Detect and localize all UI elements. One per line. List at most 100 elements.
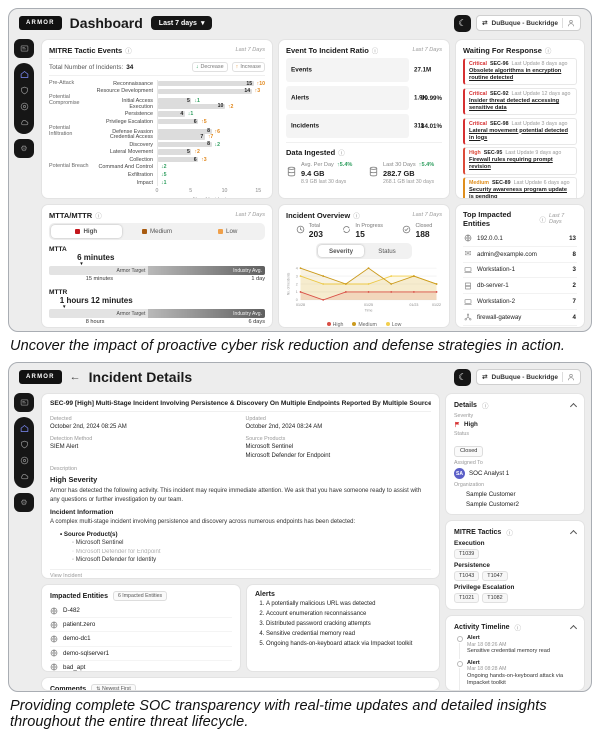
refresh-icon bbox=[342, 225, 351, 234]
moon-icon: ☾ bbox=[458, 371, 467, 382]
mitre-row: Collection 6 3 bbox=[49, 155, 265, 164]
technique-chip[interactable]: T1021 bbox=[454, 593, 480, 603]
info-icon[interactable]: ⓘ bbox=[539, 217, 546, 224]
overview-tab[interactable]: Status bbox=[378, 247, 396, 255]
field-value: SIEM Alert bbox=[50, 444, 79, 450]
tactic-delta: 5 bbox=[161, 172, 167, 178]
waiting-item[interactable]: Critical SEC-96 Last Update 8 days ago O… bbox=[463, 58, 577, 86]
waiting-item[interactable]: High SEC-95 Last Update 9 days ago Firew… bbox=[463, 147, 577, 175]
comments-card: Comments ⇅ Newest First We then performe… bbox=[41, 677, 440, 691]
impacted-entity-row[interactable]: D-482 bbox=[50, 604, 232, 619]
home-icon[interactable] bbox=[20, 70, 29, 79]
organization-row: Sample Customer bbox=[454, 490, 576, 498]
technique-chip[interactable]: T1039 bbox=[454, 549, 480, 559]
armor-target-segment: Armor Target bbox=[49, 309, 149, 318]
target-icon[interactable] bbox=[20, 456, 29, 465]
collapse-chevron-icon[interactable] bbox=[569, 529, 578, 537]
mtta-metric: MTTA 6 minutes ▼ Armor Target Industry A… bbox=[49, 246, 265, 282]
shield-icon[interactable] bbox=[20, 86, 29, 95]
entity-row[interactable]: ✉ admin@example.com 8 bbox=[463, 247, 577, 263]
entity-name: demo-dc1 bbox=[63, 635, 91, 643]
timeline-time: Mar 18 08:26 AM bbox=[467, 641, 507, 648]
field-label: Updated bbox=[245, 416, 266, 422]
entity-row[interactable]: 192.0.0.1 13 bbox=[463, 231, 577, 247]
waiting-item[interactable]: Critical SEC-92 Last Update 12 days ago … bbox=[463, 87, 577, 115]
legend-dot-icon bbox=[326, 322, 331, 326]
tactic-label: Initial Access bbox=[121, 98, 153, 105]
entity-row[interactable]: db-server-1 2 bbox=[463, 278, 577, 295]
sidebar-item-settings[interactable]: ⚙ bbox=[14, 139, 34, 158]
info-icon[interactable]: ⓘ bbox=[481, 403, 489, 410]
incident-link[interactable]: Security awareness program update is pen… bbox=[469, 187, 567, 199]
severity-tab[interactable]: Low bbox=[192, 225, 263, 238]
overview-tab[interactable]: Severity bbox=[318, 245, 364, 257]
tactic-label: Exfiltration bbox=[127, 171, 153, 178]
funnel-label: Events bbox=[291, 66, 312, 74]
incident-link[interactable]: Firewall rules requiring prompt revision bbox=[469, 157, 553, 171]
sidebar-item-reports[interactable] bbox=[14, 39, 34, 58]
entity-name: Workstation-1 bbox=[477, 266, 516, 274]
entity-row[interactable]: Workstation-1 3 bbox=[463, 263, 577, 279]
dark-mode-button[interactable]: ☾ bbox=[454, 14, 472, 32]
target-icon[interactable] bbox=[20, 102, 29, 111]
entity-row[interactable]: firewall-gateway 4 bbox=[463, 310, 577, 326]
entity-count: 13 bbox=[569, 234, 576, 242]
collapse-chevron-icon[interactable] bbox=[569, 624, 578, 632]
home-icon[interactable] bbox=[20, 424, 29, 433]
field-label: Detected bbox=[50, 416, 72, 422]
technique-chip[interactable]: T1082 bbox=[482, 593, 508, 603]
impacted-entity-row[interactable]: patient.zero bbox=[50, 618, 232, 633]
db-icon bbox=[368, 166, 379, 177]
funnel-row: Events 27.1M bbox=[286, 58, 442, 82]
technique-chip[interactable]: T1047 bbox=[482, 571, 508, 581]
top-impacted-entities-panel: Top Impacted Entities ⓘ Last 7 Days 192.… bbox=[455, 204, 585, 328]
account-name: DuBuque - Buckridge bbox=[491, 373, 558, 381]
severity-heading: High Severity bbox=[50, 475, 98, 484]
sidebar-nav bbox=[14, 417, 34, 488]
tactic-bar: 8 bbox=[158, 128, 212, 134]
info-icon[interactable]: ⓘ bbox=[125, 48, 132, 55]
waiting-item[interactable]: Medium SEC-89 Last Update 6 days ago Sec… bbox=[463, 177, 577, 199]
sort-button[interactable]: ⇅ Newest First bbox=[91, 684, 136, 690]
severity-badge: High bbox=[469, 150, 481, 157]
panel-title: Event To Incident Ratio bbox=[286, 45, 369, 55]
info-icon[interactable]: ⓘ bbox=[338, 150, 345, 157]
tactic-label: Defense Evasion bbox=[112, 128, 153, 135]
info-icon[interactable]: ⓘ bbox=[353, 213, 360, 220]
info-icon[interactable]: ⓘ bbox=[514, 625, 522, 632]
sidebar-item-settings[interactable]: ⚙ bbox=[14, 493, 34, 512]
dark-mode-button[interactable]: ☾ bbox=[454, 368, 472, 386]
cloud-icon[interactable] bbox=[20, 472, 29, 481]
info-icon[interactable]: ⓘ bbox=[544, 48, 552, 55]
account-selector[interactable]: ⇄ DuBuque - Buckridge bbox=[476, 15, 581, 31]
account-selector[interactable]: ⇄ DuBuque - Buckridge bbox=[476, 369, 581, 385]
date-range-button[interactable]: Last 7 days ▾ bbox=[150, 16, 213, 30]
panel-title: Waiting For Response bbox=[463, 45, 542, 55]
severity-tab[interactable]: High bbox=[51, 225, 122, 238]
collapse-chevron-icon[interactable] bbox=[569, 402, 578, 410]
sidebar-item-reports[interactable] bbox=[14, 393, 34, 412]
technique-chip[interactable]: T1043 bbox=[454, 571, 480, 581]
impacted-entity-row[interactable]: demo-sqlserver1 bbox=[50, 647, 232, 661]
industry-value: 1 day bbox=[251, 276, 265, 282]
waiting-item[interactable]: Critical SEC-98 Last Update 3 days ago L… bbox=[463, 117, 577, 145]
incident-link[interactable]: Lateral movement potential detected in l… bbox=[469, 127, 568, 141]
back-arrow-icon[interactable]: ← bbox=[69, 371, 81, 383]
impacted-entity-row[interactable]: bad_apt bbox=[50, 661, 232, 671]
tactic-label: Resource Development bbox=[96, 88, 153, 95]
severity-tab[interactable]: Medium bbox=[122, 225, 193, 238]
entity-row[interactable]: Workstation-2 7 bbox=[463, 294, 577, 310]
report-icon bbox=[20, 398, 29, 407]
impacted-entity-row[interactable]: demo-dc1 bbox=[50, 632, 232, 647]
info-icon[interactable]: ⓘ bbox=[95, 213, 102, 220]
entity-row[interactable]: Network 1 bbox=[463, 326, 577, 327]
cloud-icon[interactable] bbox=[20, 118, 29, 127]
server-icon bbox=[464, 282, 472, 290]
tactic-delta: 3 bbox=[255, 88, 260, 94]
incident-link[interactable]: Obsolete algorithms in encryption routin… bbox=[469, 68, 562, 82]
incident-link[interactable]: Insider threat detected accessing sensit… bbox=[469, 97, 560, 111]
tactic-label: Privilege Escalation bbox=[105, 118, 153, 125]
info-icon[interactable]: ⓘ bbox=[506, 530, 513, 537]
info-icon[interactable]: ⓘ bbox=[371, 48, 379, 55]
shield-icon[interactable] bbox=[20, 440, 29, 449]
